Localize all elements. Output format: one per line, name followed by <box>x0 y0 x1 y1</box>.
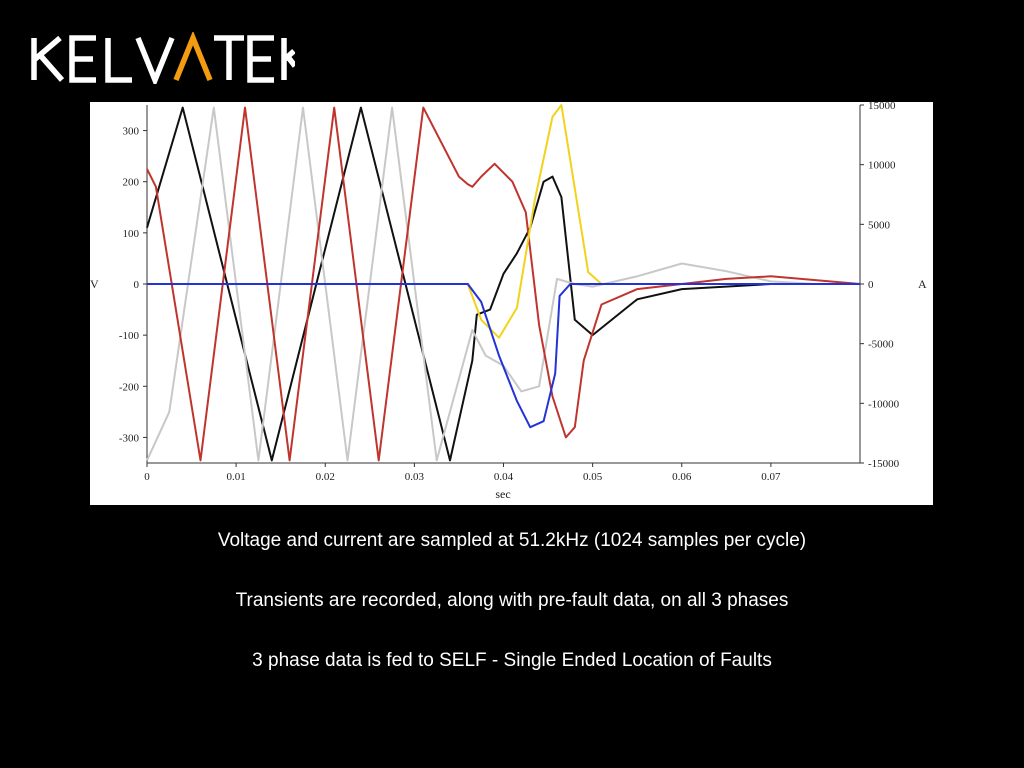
series-line-4 <box>147 104 860 339</box>
x-tick-label: 0.02 <box>316 471 335 483</box>
x-tick-label: 0.01 <box>227 471 246 483</box>
x-tick-label: 0 <box>144 471 150 483</box>
x-tick-label: 0.05 <box>583 471 603 483</box>
y-right-unit: A <box>918 277 927 291</box>
y-right-tick-label: -10000 <box>868 398 900 410</box>
caption-transients: Transients are recorded, along with pre-… <box>235 590 789 611</box>
y-right-tick-label: -5000 <box>868 339 894 351</box>
caption-sampling: Voltage and current are sampled at 51.2k… <box>217 530 807 551</box>
y-left-tick-label: 300 <box>123 126 140 138</box>
y-left-tick-label: 0 <box>134 279 140 291</box>
x-tick-label: 0.03 <box>405 471 425 483</box>
y-left-tick-label: -200 <box>119 381 140 393</box>
x-tick-label: 0.07 <box>761 471 781 483</box>
caption-self: 3 phase data is fed to SELF - Single End… <box>252 650 772 671</box>
kelvatek-logo <box>31 32 295 84</box>
series-line-3 <box>146 106 861 462</box>
y-left-tick-label: 200 <box>123 177 140 189</box>
y-left-unit: V <box>90 277 99 291</box>
plot-area <box>146 102 861 464</box>
y-right-tick-label: -15000 <box>868 458 900 470</box>
caption-block: Voltage and current are sampled at 51.2k… <box>0 530 1024 710</box>
y-right-tick-label: 5000 <box>868 219 891 231</box>
y-right-tick-label: 0 <box>868 279 874 291</box>
y-left-tick-label: 100 <box>123 228 140 240</box>
x-axis-label: sec <box>495 487 510 501</box>
y-right-tick-label: 15000 <box>868 102 896 112</box>
series-line-1 <box>146 106 860 462</box>
series-line-5 <box>147 283 860 429</box>
x-tick-label: 0.06 <box>672 471 692 483</box>
y-left-tick-label: -300 <box>119 432 140 444</box>
y-left-tick-label: -100 <box>119 330 140 342</box>
waveform-chart: 0 0.01 0.02 0.03 0.04 0.05 0.06 0.07 300 200 100 0 -… <box>90 102 933 505</box>
x-tick-label: 0.04 <box>494 471 514 483</box>
y-right-tick-label: 10000 <box>868 160 896 172</box>
